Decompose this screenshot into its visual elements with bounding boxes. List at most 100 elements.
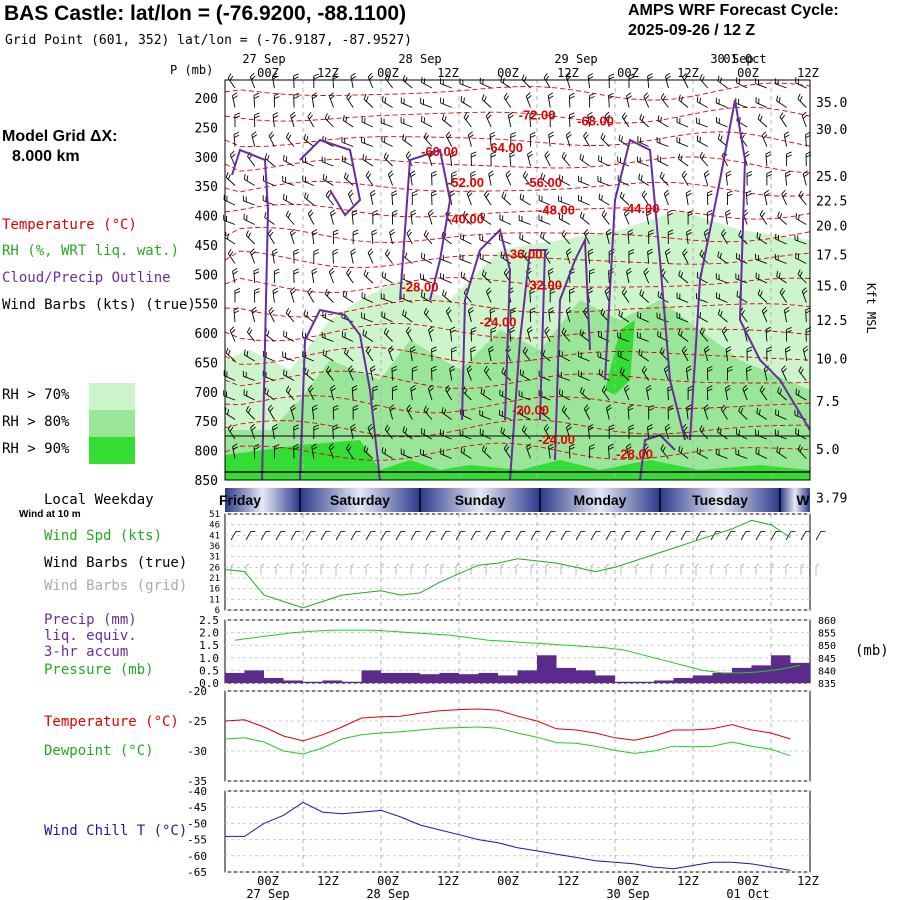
wind-barb xyxy=(521,425,531,440)
wind-barb xyxy=(529,112,536,128)
wind-barb xyxy=(384,424,393,440)
temp-tick-label: -35 xyxy=(187,775,207,788)
windchill-tick-label: -60 xyxy=(187,850,207,863)
wind-barb xyxy=(223,390,236,401)
wind-barb xyxy=(775,233,787,245)
wind-barb xyxy=(795,252,807,264)
wind-barb xyxy=(598,193,610,206)
true-wind-barb xyxy=(590,530,601,541)
temperature-contour-label: -44.00 xyxy=(623,201,660,216)
wind-barb xyxy=(717,251,728,264)
wind-barb xyxy=(313,424,319,440)
wind-barb xyxy=(285,307,295,323)
altitude-tick-label: 35.0 xyxy=(816,96,847,111)
wind-barb xyxy=(328,443,335,459)
wind-barb xyxy=(311,443,318,459)
wind-barb xyxy=(745,190,752,206)
true-wind-barb xyxy=(395,530,406,541)
wind-barb xyxy=(243,173,255,186)
wind-barb xyxy=(311,267,318,284)
temperature-contour xyxy=(224,277,811,294)
pressure-tick-label: 350 xyxy=(195,180,218,195)
wind-barb xyxy=(538,194,551,206)
wind-speed-tick-label: 6 xyxy=(215,606,220,616)
wind-barb xyxy=(696,96,709,108)
wind-barb xyxy=(223,370,236,381)
true-wind-barb xyxy=(470,530,481,541)
wind-barb xyxy=(503,92,512,108)
wind-barb xyxy=(636,331,649,342)
wind-barb xyxy=(695,117,708,128)
wind-barb xyxy=(676,116,689,128)
wind-barb xyxy=(254,287,260,303)
wind-barb xyxy=(569,112,575,128)
wind-barb xyxy=(589,444,595,459)
pressure-tick-label: 500 xyxy=(195,268,218,283)
wind-barb xyxy=(449,326,456,342)
wind-barb xyxy=(262,195,275,206)
temperature-contour xyxy=(224,395,811,414)
pressure-line xyxy=(234,629,801,674)
wind-barb xyxy=(350,423,357,440)
bottom-date-label: 28 Sep xyxy=(366,887,409,900)
wind-barb xyxy=(703,170,710,186)
wind-barb xyxy=(619,367,630,381)
grid-wind-barb xyxy=(425,563,430,575)
top-date-label: 28 Sep xyxy=(398,52,441,66)
wind-barb xyxy=(558,174,571,186)
wind-barb xyxy=(384,249,393,264)
precip-bar xyxy=(751,665,771,683)
wind-barb xyxy=(467,306,474,323)
temperature-contour-label: -40.00 xyxy=(447,211,484,226)
wind-barb xyxy=(242,370,255,381)
wind-barb xyxy=(696,447,709,459)
true-wind-barb xyxy=(680,530,691,541)
wind-barb xyxy=(361,312,374,323)
precip-bar xyxy=(478,672,498,683)
wind-barb xyxy=(648,229,654,245)
wind-barb xyxy=(656,312,669,323)
wind-barb xyxy=(232,443,238,459)
precip-bar xyxy=(790,662,810,683)
wind-barb xyxy=(441,289,452,303)
top-hour-label: 12Z xyxy=(557,66,579,80)
grid-wind-barb xyxy=(380,563,385,575)
precip-tick-label: 0.0 xyxy=(199,677,219,690)
wind-barb xyxy=(501,191,512,206)
wind-barb xyxy=(370,365,376,381)
wind-barb xyxy=(383,152,393,167)
wind-barb xyxy=(721,326,728,342)
wind-barb xyxy=(509,326,515,342)
wind-barb xyxy=(324,113,334,128)
precip-bar xyxy=(673,677,693,683)
rh90-region xyxy=(225,440,810,480)
wind-barb xyxy=(400,448,413,459)
wind-barb xyxy=(479,234,492,245)
wind-barb xyxy=(664,72,671,89)
wind-barb xyxy=(402,134,413,147)
wind-barb xyxy=(794,234,807,245)
wind-barb xyxy=(389,228,395,245)
wind-barb xyxy=(479,253,492,264)
wind-barb xyxy=(271,72,278,89)
altitude-tick-label: 25.0 xyxy=(816,170,847,185)
wind-barb xyxy=(526,326,533,342)
wind-barb xyxy=(628,249,635,264)
precip-tick-label: 0.5 xyxy=(199,664,219,677)
wind-barb xyxy=(608,443,614,459)
wind-barb xyxy=(460,233,472,245)
weekday-segment xyxy=(660,488,780,512)
top-date-label: 27 Sep xyxy=(242,52,285,66)
true-wind-barb xyxy=(530,530,541,541)
wind-barb xyxy=(441,407,452,420)
wind-barb xyxy=(325,190,334,206)
cloud-outline xyxy=(461,228,512,421)
wind-barb xyxy=(420,115,433,128)
top-date-label: 30 Sep xyxy=(710,52,753,66)
wind-barb xyxy=(685,365,692,381)
bottom-hour-label: 00Z xyxy=(377,874,399,888)
pressure-tick-label: 400 xyxy=(195,210,218,225)
wind-barb xyxy=(406,404,413,420)
wind-barb xyxy=(558,388,571,401)
wind-barb xyxy=(329,209,336,225)
